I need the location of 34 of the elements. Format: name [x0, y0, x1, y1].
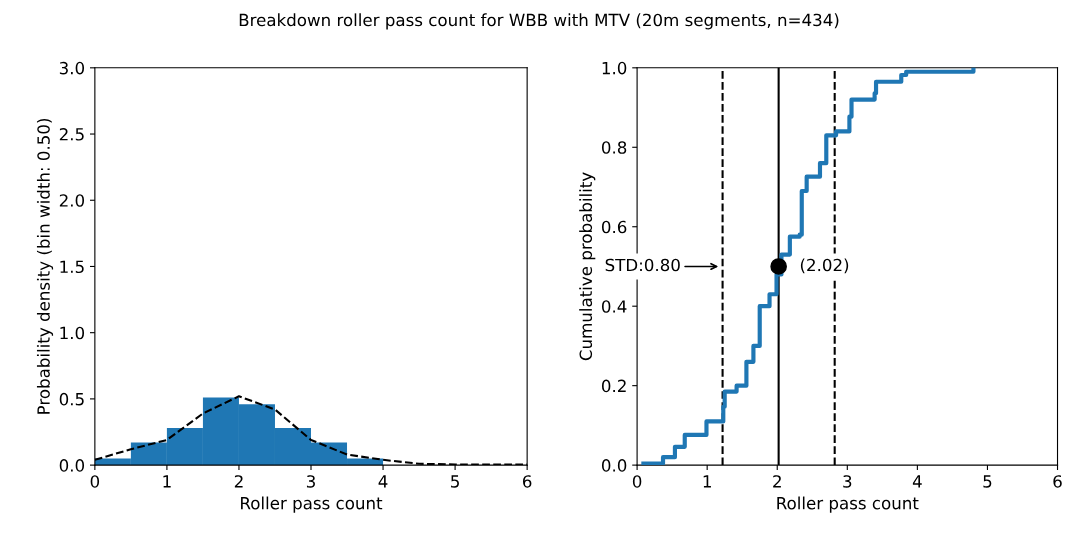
y-tick-label: 0.8	[601, 141, 627, 154]
x-axis-title: Roller pass count	[777, 496, 919, 513]
y-tick-label: 0.2	[601, 379, 626, 393]
y-tick-label: 0.0	[601, 459, 627, 472]
y-tick-label: 3.0	[59, 61, 85, 75]
annotation: STD:0.80	[605, 258, 680, 272]
x-tick-label: 2	[773, 475, 781, 488]
y-tick-label: 2.5	[59, 128, 84, 141]
y-tick-label: 1.0	[602, 61, 627, 75]
x-tick-label: 4	[378, 475, 388, 488]
annotation: (2.02)	[800, 258, 849, 274]
x-tick-label: 5	[983, 475, 992, 488]
x-tick-label: 6	[523, 475, 532, 488]
y-tick-label: 1.0	[60, 326, 85, 340]
y-tick-label: 0.5	[59, 392, 84, 406]
x-tick-label: 3	[843, 475, 852, 488]
y-tick-label: 0.6	[601, 220, 627, 234]
x-tick-label: 4	[912, 475, 922, 488]
x-tick-label: 0	[632, 475, 642, 488]
x-tick-label: 6	[1053, 475, 1062, 488]
x-tick-label: 1	[703, 475, 711, 488]
y-axis-title: Cumulative probability	[579, 172, 596, 361]
chart-title: Breakdown roller pass count for WBB with MTV (20m segments, n=434)	[239, 13, 839, 30]
y-tick-label: 1.5	[60, 260, 84, 274]
x-axis-title: Roller pass count	[241, 496, 383, 513]
x-tick-label: 2	[234, 475, 243, 488]
y-axis-title: Probability density (bin width: 0.50)	[36, 118, 54, 414]
x-tick-label: 0	[90, 475, 100, 488]
y-tick-label: 0.0	[59, 459, 85, 472]
y-tick-label: 0.4	[601, 300, 627, 313]
y-tick-label: 2.0	[59, 194, 85, 207]
x-tick-label: 5	[451, 475, 459, 488]
x-tick-label: 3	[306, 475, 315, 488]
x-tick-label: 1	[163, 475, 171, 488]
